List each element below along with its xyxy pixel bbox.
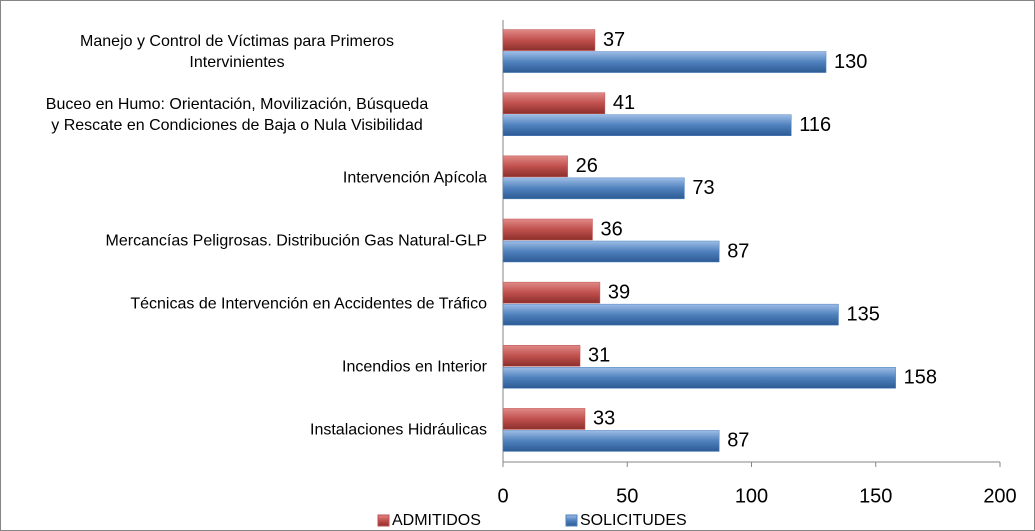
category-label: Instalaciones Hidráulicas <box>310 421 487 439</box>
x-tick-label: 100 <box>735 485 768 507</box>
bar <box>502 51 827 73</box>
x-tick-label: 200 <box>983 485 1016 507</box>
legend-label: ADMITIDOS <box>392 512 481 529</box>
category-label: Mercancías Peligrosas. Distribución Gas … <box>105 232 487 250</box>
value-label: 33 <box>593 408 615 430</box>
value-label: 87 <box>727 240 749 262</box>
value-label: 39 <box>608 281 630 303</box>
value-label: 73 <box>692 177 714 199</box>
category-label: Técnicas de Intervención en Accidentes d… <box>130 295 487 313</box>
bar <box>502 345 581 367</box>
value-label: 116 <box>799 114 831 136</box>
bar <box>502 367 896 389</box>
bar <box>502 177 685 200</box>
legend-swatch <box>565 514 578 527</box>
bar <box>502 303 839 326</box>
value-label: 36 <box>600 218 622 240</box>
category-label: Incendios en Interior <box>342 358 487 376</box>
bar <box>502 155 568 178</box>
value-label: 158 <box>904 367 937 389</box>
value-label: 135 <box>846 303 879 325</box>
value-label: 31 <box>588 345 610 367</box>
value-label: 87 <box>727 430 749 452</box>
bar <box>502 114 792 136</box>
bar <box>502 218 593 241</box>
bar <box>502 408 586 430</box>
bar <box>502 281 601 304</box>
bar <box>502 240 720 263</box>
value-label: 37 <box>603 29 625 51</box>
bar <box>502 92 606 114</box>
legend-label: SOLICITUDES <box>580 512 687 529</box>
x-tick-label: 0 <box>497 485 508 507</box>
value-label: 26 <box>576 155 598 177</box>
value-label: 41 <box>613 92 635 114</box>
category-label: Manejo y Control de Víctimas para Primer… <box>80 32 394 71</box>
bar <box>502 430 720 452</box>
legend-swatch <box>377 514 390 527</box>
x-tick-label: 50 <box>616 485 638 507</box>
value-label: 130 <box>834 51 867 73</box>
category-label: Intervención Apícola <box>342 169 487 187</box>
bar <box>502 29 596 51</box>
category-label: Buceo en Humo: Orientación, Movilización… <box>45 95 429 134</box>
x-tick-label: 150 <box>859 485 892 507</box>
